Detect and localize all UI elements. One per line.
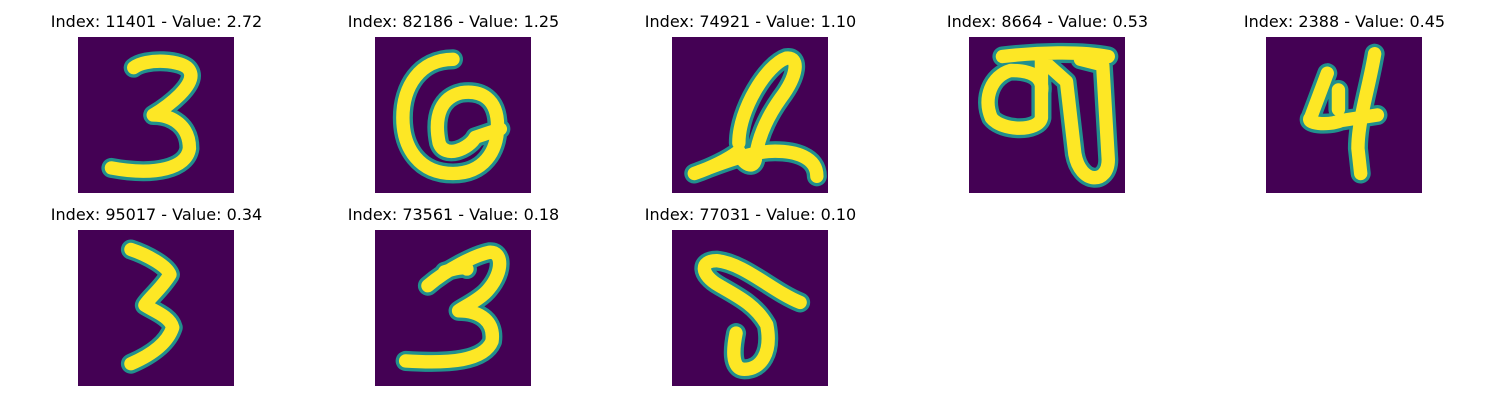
handwritten-digit-stroke xyxy=(396,52,508,181)
digit-panel-6: Index: 95017 - Value: 0.34 xyxy=(8,205,305,398)
digit-panel-8: Index: 77031 - Value: 0.10 xyxy=(602,205,899,398)
handwritten-digit-stroke xyxy=(981,46,1115,185)
digit-image xyxy=(375,230,531,386)
handwritten-digit-stroke xyxy=(398,245,507,369)
panel-title: Index: 82186 - Value: 1.25 xyxy=(347,12,560,31)
digit-image xyxy=(375,37,531,193)
handwritten-digit-stroke xyxy=(124,242,180,371)
digit-panel-5: Index: 2388 - Value: 0.45 xyxy=(1196,12,1493,205)
handwritten-digit-stroke xyxy=(687,51,824,183)
panel-title: Index: 73561 - Value: 0.18 xyxy=(347,205,560,224)
digit-panel-1: Index: 11401 - Value: 2.72 xyxy=(8,12,305,205)
digit-image xyxy=(78,230,234,386)
panel-title: Index: 2388 - Value: 0.45 xyxy=(1243,12,1446,31)
panel-title: Index: 95017 - Value: 0.34 xyxy=(50,205,263,224)
digit-panel-3: Index: 74921 - Value: 1.10 xyxy=(602,12,899,205)
digit-panel-2: Index: 82186 - Value: 1.25 xyxy=(305,12,602,205)
digit-image xyxy=(672,230,828,386)
handwritten-digit-stroke xyxy=(1303,47,1385,181)
panel-title: Index: 8664 - Value: 0.53 xyxy=(946,12,1149,31)
digit-panel-4: Index: 8664 - Value: 0.53 xyxy=(899,12,1196,205)
digit-image xyxy=(672,37,828,193)
digit-image xyxy=(969,37,1125,193)
panel-title: Index: 74921 - Value: 1.10 xyxy=(644,12,857,31)
digit-image xyxy=(78,37,234,193)
panel-title: Index: 11401 - Value: 2.72 xyxy=(50,12,263,31)
panel-title: Index: 77031 - Value: 0.10 xyxy=(644,205,857,224)
handwritten-digit-stroke xyxy=(104,54,198,178)
digit-image xyxy=(1266,37,1422,193)
digit-panel-7: Index: 73561 - Value: 0.18 xyxy=(305,205,602,398)
handwritten-digit-stroke xyxy=(697,253,807,376)
